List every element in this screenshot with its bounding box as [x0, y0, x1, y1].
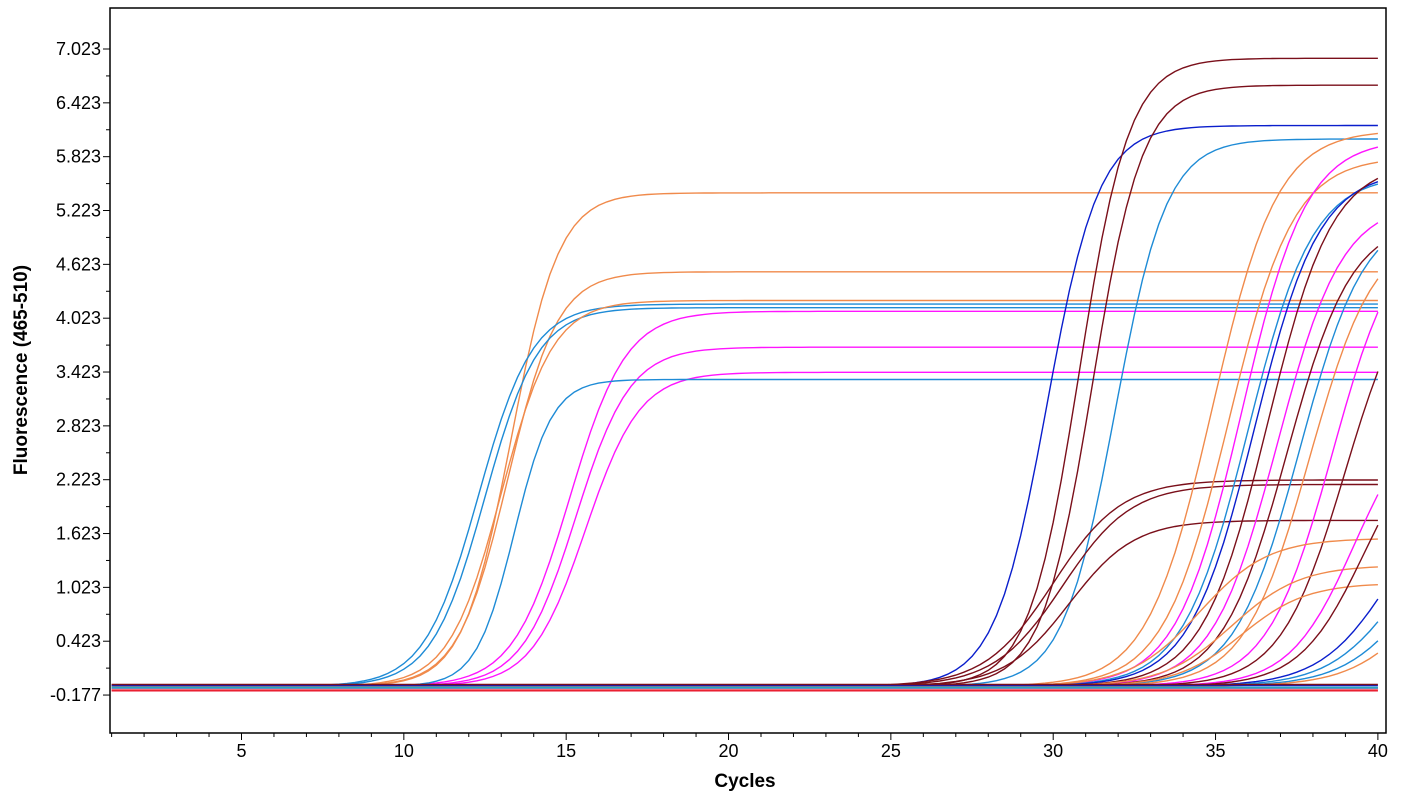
- x-axis: 5 10 15 20 25 30 35 40: [111, 733, 1388, 761]
- y-tick-label: 5.823: [56, 147, 101, 167]
- x-tick-label: 15: [556, 741, 576, 761]
- x-tick-label: 35: [1206, 741, 1226, 761]
- y-axis: -0.177 0.423 1.023 1.623 2.223 2.823 3.423 4.02…: [50, 39, 110, 705]
- y-tick-label: 5.223: [56, 201, 101, 221]
- amplification-curve: [111, 652, 1379, 687]
- y-tick-label: 4.623: [56, 254, 101, 274]
- y-tick-label: 2.823: [56, 416, 101, 436]
- x-axis-title: Cycles: [714, 771, 775, 792]
- y-tick-label: 1.623: [56, 524, 101, 544]
- y-tick-label: 7.023: [56, 39, 101, 59]
- x-tick-label: 25: [881, 741, 901, 761]
- y-tick-label: 2.223: [56, 470, 101, 490]
- y-axis-title: Fluorescence (465-510): [11, 265, 32, 475]
- y-tick-label: 6.423: [56, 93, 101, 113]
- y-tick-label: 4.023: [56, 308, 101, 328]
- x-tick-label: 10: [394, 741, 414, 761]
- x-tick-label: 5: [236, 741, 246, 761]
- x-tick-label: 30: [1043, 741, 1063, 761]
- y-tick-label: 1.023: [56, 577, 101, 597]
- x-tick-label: 40: [1368, 741, 1388, 761]
- y-tick-label: 0.423: [56, 631, 101, 651]
- plot-frame: [109, 7, 1387, 734]
- x-tick-label: 20: [719, 741, 739, 761]
- series-group: [111, 57, 1379, 692]
- y-tick-label: -0.177: [50, 685, 101, 705]
- y-tick-label: 3.423: [56, 362, 101, 382]
